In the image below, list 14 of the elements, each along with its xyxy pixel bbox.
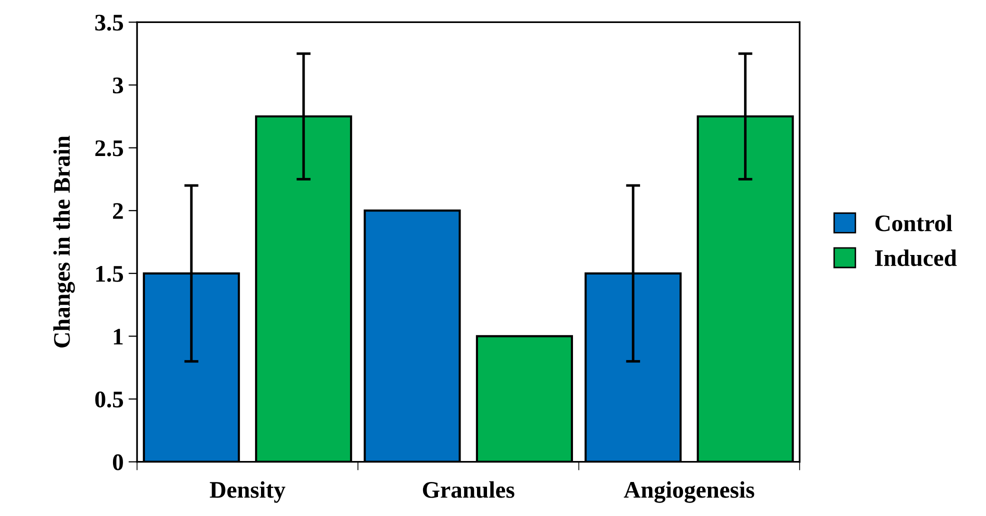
y-tick-label: 3.5 (95, 14, 123, 31)
y-tick-label: 2 (113, 203, 123, 219)
legend-label: Induced (875, 249, 957, 266)
y-tick-label: 1.5 (96, 266, 123, 282)
x-tick-label: Granules (422, 481, 514, 498)
x-tick-label: Density (210, 481, 286, 503)
legend-label: Control (875, 214, 952, 232)
x-tick-label: Angiogenesis (624, 481, 754, 503)
y-tick-label: 1 (114, 328, 123, 344)
y-axis-title: Changes in the Brain (53, 136, 75, 348)
y-tick-label: 0 (112, 454, 123, 470)
y-tick-label: 2.5 (95, 140, 123, 156)
y-tick-label: 3 (112, 78, 124, 94)
y-tick-label: 0.5 (95, 392, 123, 408)
